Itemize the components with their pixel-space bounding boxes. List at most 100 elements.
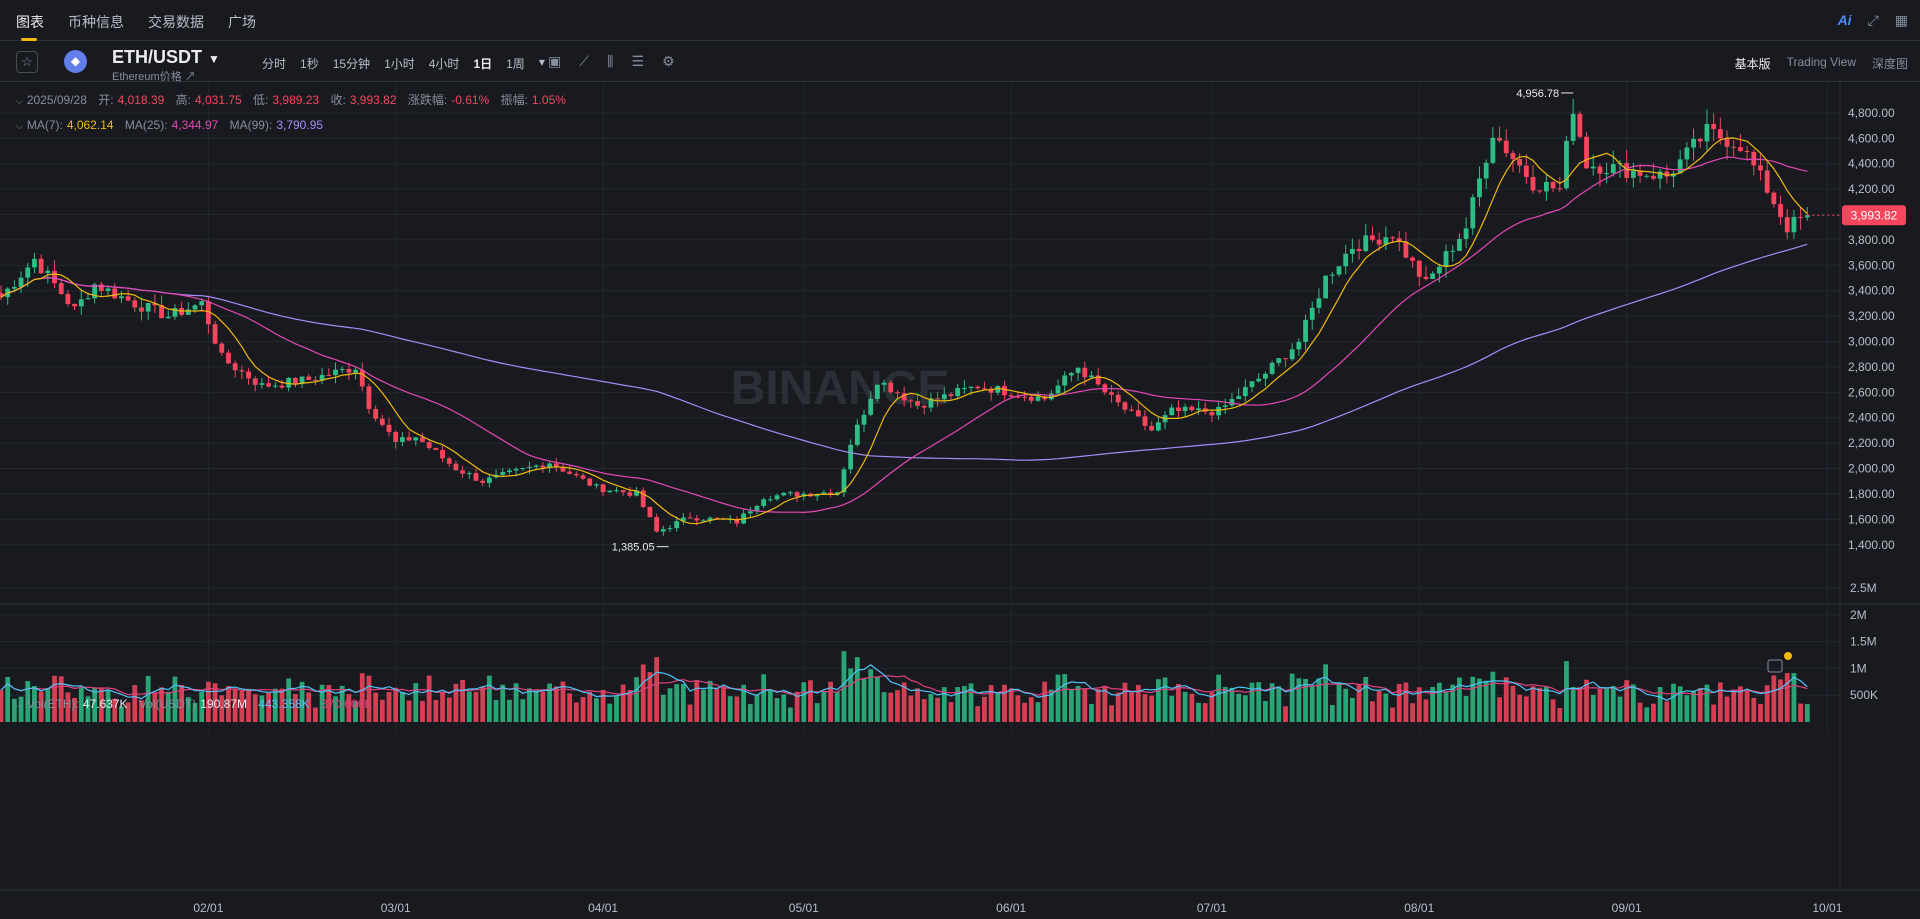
- favorite-star-icon[interactable]: ☆: [16, 51, 38, 73]
- interval-time[interactable]: 分时: [262, 57, 287, 71]
- candle-body: [1169, 407, 1175, 416]
- chart-grid: [0, 82, 1920, 732]
- calendar-icon[interactable]: ▣: [548, 53, 562, 69]
- tab-square[interactable]: 广场: [228, 14, 256, 30]
- candle-body: [707, 517, 713, 521]
- volume-bar: [132, 685, 138, 722]
- layout-grid-icon[interactable]: ▦: [1894, 12, 1908, 28]
- caret-down-icon: ▼: [208, 52, 220, 66]
- price-chart[interactable]: BINANCE 4,800.00 4,600.00 4,400.00 4,200.00…: [0, 82, 1920, 919]
- view-tradingview[interactable]: Trading View: [1786, 55, 1856, 69]
- candle-body: [1691, 138, 1696, 148]
- volume-bar: [1711, 704, 1717, 722]
- volume-bar: [540, 691, 546, 722]
- settings-list-icon[interactable]: ☰: [631, 53, 645, 69]
- candle-body: [1677, 159, 1683, 174]
- x-tick-label: 02/01: [193, 901, 223, 915]
- volume-bar: [767, 690, 773, 722]
- interval-1w[interactable]: 1周: [506, 57, 525, 71]
- candle-body: [1316, 298, 1322, 308]
- high-label: 高:: [175, 93, 191, 107]
- volume-bar: [192, 702, 198, 722]
- volume-bar: [988, 685, 994, 722]
- y-tick-label: 4,600.00: [1848, 131, 1895, 145]
- axes: 4,800.004,600.004,400.004,200.004,000.00…: [0, 82, 1920, 915]
- indicator-icon[interactable]: ⟋: [579, 53, 590, 69]
- candle-body: [794, 492, 800, 497]
- candle-body: [1711, 124, 1717, 130]
- volume-bar: [1122, 682, 1128, 722]
- chevron-down-icon[interactable]: ⌵: [16, 700, 23, 710]
- volume-bar: [1309, 685, 1315, 722]
- volume-bar: [1149, 695, 1155, 722]
- interval-more-icon[interactable]: ▾: [538, 55, 545, 69]
- volume-bar: [955, 687, 961, 722]
- interval-1h[interactable]: 1小时: [384, 57, 415, 71]
- candle-body: [1604, 173, 1609, 175]
- candle-body: [941, 394, 947, 400]
- interval-1s[interactable]: 1秒: [300, 57, 319, 71]
- interval-4h[interactable]: 4小时: [428, 57, 460, 71]
- candle-body: [1222, 405, 1228, 407]
- candle-body: [1416, 260, 1422, 277]
- candle-body: [1122, 402, 1128, 410]
- volume-bar: [38, 691, 44, 722]
- view-depth[interactable]: 深度图: [1871, 57, 1908, 71]
- volume-bar: [1697, 688, 1703, 722]
- volume-bar: [1584, 679, 1589, 722]
- pair-selector[interactable]: ETH/USDT ▼: [112, 47, 220, 68]
- volume-bar: [1055, 674, 1061, 722]
- candle-type-icon[interactable]: ⫼: [607, 53, 614, 69]
- interval-selector: 分时 1秒 15分钟 1小时 4小时 1日 1周 ▾: [262, 55, 545, 72]
- notification-dot-icon[interactable]: [1784, 652, 1792, 660]
- candle-body: [460, 470, 466, 474]
- volume-bar: [600, 689, 606, 722]
- volume-bar: [72, 697, 77, 722]
- tab-chart[interactable]: 图表: [16, 14, 44, 30]
- tab-trading-data[interactable]: 交易数据: [148, 14, 204, 30]
- volume-bar: [1109, 705, 1114, 722]
- candle-body: [1443, 251, 1449, 267]
- open-label: 开:: [98, 93, 114, 107]
- interval-15m[interactable]: 15分钟: [332, 57, 371, 71]
- binance-watermark: BINANCE: [731, 362, 950, 415]
- ai-icon[interactable]: Ai: [1837, 12, 1852, 28]
- candle-body: [1236, 396, 1242, 400]
- y-tick-label: 4,400.00: [1848, 157, 1895, 171]
- candle-body: [1630, 170, 1636, 178]
- candle-body: [78, 299, 84, 307]
- x-tick-label: 05/01: [789, 901, 819, 915]
- candle-body: [272, 385, 278, 387]
- camera-icon[interactable]: [1767, 659, 1783, 673]
- volume-bar: [654, 657, 660, 722]
- volume-bar: [1416, 687, 1422, 722]
- volume-bar: [1477, 678, 1482, 722]
- candle-body: [533, 465, 539, 467]
- gear-icon[interactable]: ⚙: [662, 53, 675, 69]
- tab-coin-info[interactable]: 币种信息: [68, 14, 124, 30]
- candle-body: [1684, 147, 1690, 160]
- volume-bar: [1129, 692, 1135, 722]
- volume-bar: [1303, 679, 1308, 722]
- volume-bar: [1731, 689, 1737, 722]
- chevron-down-icon[interactable]: ⌵: [16, 121, 23, 131]
- ma-legend: ⌵ MA(7): 4,062.14 MA(25): 4,344.97 MA(99): 3…: [16, 118, 323, 132]
- volume-bar: [1624, 680, 1630, 722]
- volume-bar: [1543, 686, 1549, 722]
- candle-body: [306, 376, 312, 380]
- view-basic[interactable]: 基本版: [1734, 57, 1771, 71]
- candle-body: [1008, 395, 1014, 397]
- interval-1d[interactable]: 1日: [473, 57, 493, 71]
- fullscreen-icon[interactable]: ⤢: [1867, 12, 1879, 28]
- candle-body: [788, 492, 793, 494]
- volume-bar: [714, 687, 720, 722]
- chevron-down-icon[interactable]: ⌵: [16, 96, 23, 106]
- candle-body: [634, 490, 639, 496]
- vol-y-tick-label: 1.5M: [1850, 635, 1877, 649]
- volume-bar: [1343, 688, 1349, 722]
- volume-bar: [1470, 676, 1476, 722]
- candle-body: [433, 447, 439, 450]
- pair-subtitle-link[interactable]: Ethereum价格 ↗: [112, 71, 196, 83]
- volume-bar: [1503, 677, 1509, 722]
- candle-body: [85, 298, 91, 300]
